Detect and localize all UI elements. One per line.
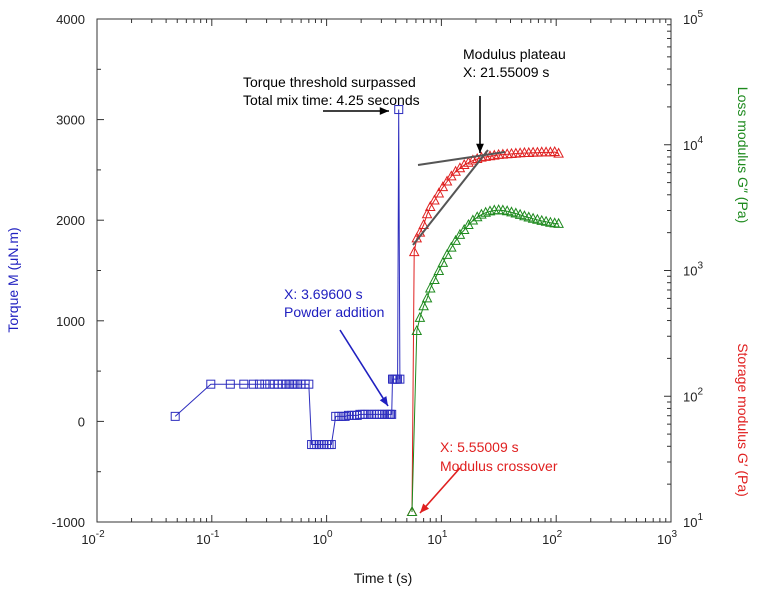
torque-point: [170, 411, 180, 421]
ticks: 10-2 10-1 100 101 102 103 -1000 0 1000 2000 3000 40…: [52, 9, 704, 547]
storage_modulus-point: [418, 218, 429, 230]
x-tick-label: 10-1: [196, 529, 220, 547]
arrow-crossover-shaft: [419, 467, 461, 514]
x-tick-label: 103: [657, 529, 677, 547]
torque-point: [225, 379, 235, 389]
y-left-tick-label: 2000: [56, 213, 85, 228]
y-left-tick-label: -1000: [52, 515, 85, 530]
right-axis-label-storage: Storage modulus G′ (Pa): [735, 343, 751, 497]
x-axis-label: Time t (s): [354, 570, 413, 586]
arrow-plateau-head: [476, 143, 484, 153]
storage_modulus-point: [437, 181, 449, 192]
loss_modulus-point: [450, 234, 461, 245]
torque-point: [395, 374, 405, 384]
torque-point: [387, 409, 397, 419]
loss_modulus-point: [471, 211, 483, 222]
loss_modulus-point: [414, 311, 426, 322]
loss_modulus-point: [411, 324, 423, 336]
loss_modulus-point: [429, 273, 440, 285]
tangent-line-plateau: [417, 151, 506, 166]
right-axis-label-loss: Loss modulus G″ (Pa): [735, 87, 751, 223]
arrow-powder-head: [379, 396, 388, 406]
torque-point: [254, 379, 264, 389]
torque-point: [206, 379, 216, 389]
annotation-plateau-line1: Modulus plateau: [463, 46, 566, 62]
x-tick-label: 100: [313, 529, 333, 547]
storage_modulus-point: [433, 187, 445, 198]
storage_modulus-point: [421, 208, 433, 219]
loss_modulus-point: [514, 208, 526, 219]
x-tick-label: 10-2: [81, 529, 105, 547]
x-tick-label: 102: [542, 529, 562, 547]
x-tick-label: 101: [427, 529, 447, 547]
loss_modulus-point: [467, 214, 479, 225]
storage_modulus-point: [467, 154, 479, 165]
torque-point: [260, 379, 270, 389]
storage_modulus-point: [549, 145, 561, 157]
annotation-torque-threshold-line1: Torque threshold surpassed: [243, 74, 416, 90]
annotation-powder-line1: X: 3.69600 s: [284, 286, 363, 302]
loss_modulus-point: [433, 264, 445, 276]
loss_modulus-point: [484, 205, 496, 216]
storage_modulus-point: [429, 194, 440, 205]
annotation-crossover-line1: X: 5.55009 s: [440, 439, 519, 455]
storage_modulus-point: [424, 200, 436, 211]
annotation-plateau-line2: X: 21.55009 s: [463, 64, 549, 80]
torque-point: [304, 379, 314, 389]
y-left-tick-label: 1000: [56, 314, 85, 329]
torque-point: [248, 379, 258, 389]
storage_modulus-point: [463, 156, 474, 167]
annotation-powder-line2: Powder addition: [284, 304, 384, 320]
loss_modulus-point: [454, 228, 466, 239]
torque-point: [352, 410, 362, 420]
arrow-torque-threshold-head: [379, 107, 389, 115]
y-left-tick-label: 3000: [56, 113, 85, 128]
annotation-crossover-line2: Modulus crossover: [440, 458, 558, 474]
loss_modulus-point: [480, 206, 491, 217]
loss_modulus-point: [406, 505, 418, 517]
left-axis-label: Torque M (μN.m): [5, 227, 21, 332]
storage_modulus-point: [553, 147, 564, 158]
torque-point: [239, 379, 249, 389]
loss_modulus-point: [437, 256, 449, 267]
y-right-tick-label: 102: [683, 386, 703, 404]
storage_modulus-point: [441, 175, 453, 186]
arrow-crossover-head: [420, 503, 430, 513]
storage_modulus-point: [450, 165, 461, 176]
y-right-tick-label: 105: [683, 9, 703, 27]
storage_modulus-point: [454, 162, 466, 173]
loss_modulus-point: [424, 282, 436, 293]
loss_modulus-point: [445, 241, 457, 252]
y-right-tick-label: 104: [683, 135, 703, 153]
loss_modulus-point: [421, 292, 433, 303]
y-right-tick-label: 103: [683, 261, 703, 279]
loss_modulus-point: [476, 208, 487, 219]
loss_modulus-point: [493, 204, 504, 215]
torque-line: [174, 109, 401, 445]
annotation-torque-threshold-line2: Total mix time: 4.25 seconds: [243, 92, 420, 108]
storage_modulus-point: [458, 158, 470, 170]
storage_modulus-point: [408, 246, 420, 257]
y-left-tick-label: 4000: [56, 12, 85, 27]
torque-point: [340, 411, 350, 421]
loss_modulus-point: [441, 248, 453, 259]
loss_modulus-point: [458, 223, 470, 234]
tangent-line-rising: [412, 149, 489, 246]
loss_modulus-point: [418, 300, 429, 311]
arrow-powder-shaft: [339, 329, 389, 407]
torque-point: [394, 105, 404, 115]
y-right-tick-label: 101: [683, 512, 703, 530]
loss_modulus-point: [553, 217, 564, 228]
annotations: [323, 96, 506, 514]
y-left-tick-label: 0: [78, 414, 85, 429]
torque-point: [326, 440, 336, 450]
